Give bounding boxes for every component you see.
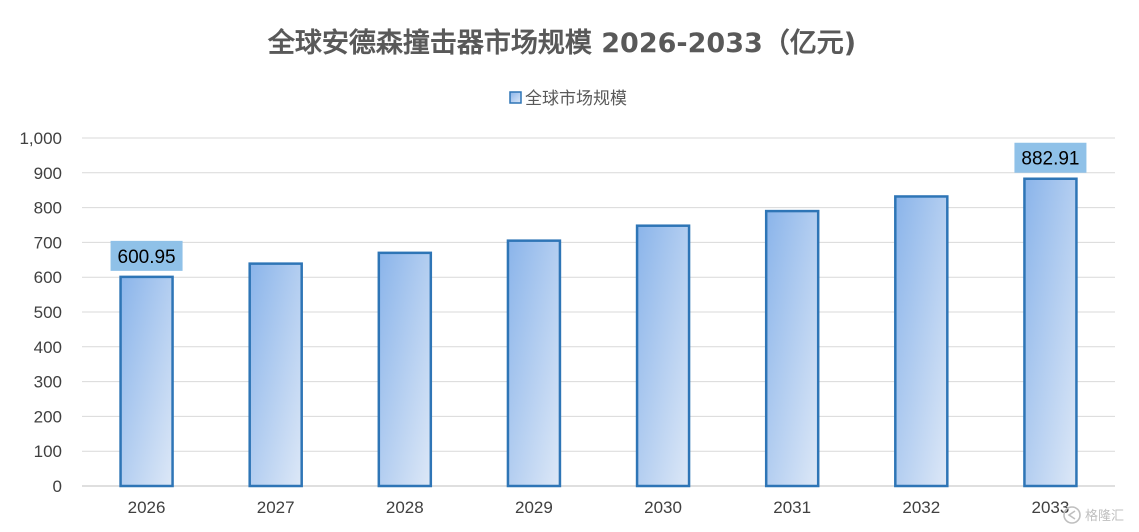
data-label-box bbox=[1014, 142, 1087, 173]
bars bbox=[119, 177, 1078, 488]
gelonghui-logo-icon bbox=[1063, 506, 1081, 524]
x-tick-label: 2033 bbox=[1032, 498, 1070, 517]
x-axis-ticks: 2026 2027 2028 2029 2030 2031 2032 2033 bbox=[128, 498, 1070, 517]
legend-label: 全球市场规模 bbox=[525, 89, 627, 109]
y-tick-label: 900 bbox=[34, 164, 62, 183]
y-tick-label: 700 bbox=[34, 233, 62, 252]
y-axis-ticks: 0 100 200 300 400 500 600 700 800 900 1,000 bbox=[19, 129, 62, 496]
y-tick-label: 0 bbox=[53, 477, 62, 496]
x-tick-label: 2028 bbox=[386, 498, 424, 517]
data-label: 600.95 bbox=[118, 247, 176, 268]
bar bbox=[635, 224, 691, 488]
x-tick-label: 2026 bbox=[128, 498, 166, 517]
bar bbox=[506, 239, 562, 488]
y-tick-label: 100 bbox=[34, 442, 62, 461]
data-label-box bbox=[110, 240, 183, 271]
y-tick-label: 800 bbox=[34, 199, 62, 218]
gridlines bbox=[82, 137, 1115, 487]
y-tick-label: 400 bbox=[34, 338, 62, 357]
x-tick-label: 2029 bbox=[515, 498, 553, 517]
bar bbox=[377, 251, 433, 488]
chart-title: 全球安德森撞击器市场规模 2026-2033（亿元) bbox=[267, 27, 856, 59]
data-label: 882.91 bbox=[1021, 149, 1079, 170]
legend: 全球市场规模 bbox=[509, 89, 627, 109]
watermark: 格隆汇 bbox=[1063, 506, 1124, 524]
bar bbox=[119, 275, 174, 488]
watermark-text: 格隆汇 bbox=[1085, 508, 1124, 524]
y-tick-label: 600 bbox=[34, 268, 62, 287]
x-tick-label: 2031 bbox=[773, 498, 811, 517]
y-tick-label: 500 bbox=[34, 303, 62, 322]
data-labels: 600.95 882.91 bbox=[110, 142, 1087, 271]
x-tick-label: 2032 bbox=[902, 498, 940, 517]
bar bbox=[894, 195, 949, 488]
bar bbox=[764, 209, 820, 488]
bar bbox=[1023, 177, 1078, 488]
legend-swatch bbox=[509, 91, 522, 104]
x-tick-label: 2030 bbox=[644, 498, 682, 517]
y-tick-label: 200 bbox=[34, 407, 62, 426]
y-tick-label: 300 bbox=[34, 373, 62, 392]
x-tick-label: 2027 bbox=[257, 498, 295, 517]
y-tick-label: 1,000 bbox=[19, 129, 62, 148]
bar bbox=[248, 262, 303, 488]
